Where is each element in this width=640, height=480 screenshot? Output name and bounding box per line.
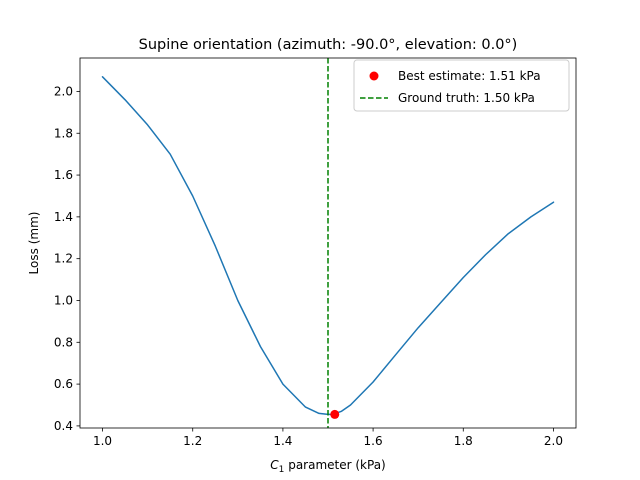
x-axis-label-sub: 1 [279, 465, 285, 475]
x-axis: 1.0 1.2 1.4 1.6 1.8 2.0 [93, 428, 563, 448]
legend-marker-best-estimate [369, 71, 379, 81]
y-tick-label: 1.6 [54, 168, 73, 182]
y-tick-label: 0.8 [54, 335, 73, 349]
x-tick-label: 1.0 [93, 434, 112, 448]
y-tick-label: 2.0 [54, 84, 73, 98]
y-tick-label: 1.2 [54, 252, 73, 266]
legend-label-ground-truth: Ground truth: 1.50 kPa [398, 91, 535, 105]
x-tick-label: 1.4 [273, 434, 292, 448]
legend-label-best-estimate: Best estimate: 1.51 kPa [398, 69, 541, 83]
x-tick-label: 2.0 [544, 434, 563, 448]
y-tick-label: 1.0 [54, 293, 73, 307]
y-axis-label: Loss (mm) [27, 212, 41, 275]
y-tick-label: 1.8 [54, 126, 73, 140]
legend-frame [353, 59, 570, 112]
legend: Best estimate: 1.51 kPa Ground truth: 1.… [353, 59, 570, 112]
y-axis: 0.4 0.6 0.8 1.0 1.2 1.4 1.6 1.8 2.0 [54, 84, 80, 433]
x-tick-label: 1.2 [183, 434, 202, 448]
plot-area [79, 57, 577, 429]
best-estimate-point [330, 409, 340, 419]
y-tick-label: 1.4 [54, 210, 73, 224]
x-axis-label: C1 parameter (kPa) [270, 458, 385, 475]
y-tick-label: 0.6 [54, 377, 73, 391]
chart-title: Supine orientation (azimuth: -90.0°, ele… [139, 37, 518, 53]
y-tick-label: 0.4 [54, 419, 73, 433]
x-tick-label: 1.8 [454, 434, 473, 448]
x-axis-label-rest: parameter (kPa) [284, 458, 385, 472]
series-line-0 [101, 76, 555, 416]
x-axis-label-main: C [270, 458, 279, 472]
x-tick-label: 1.6 [364, 434, 383, 448]
axes-frame [79, 57, 577, 429]
